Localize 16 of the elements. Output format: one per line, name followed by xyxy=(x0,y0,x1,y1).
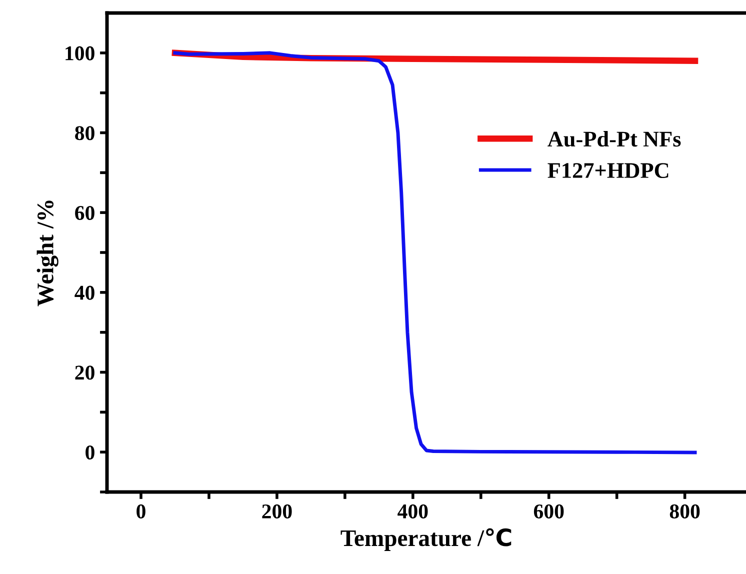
y-tick-label: 20 xyxy=(75,366,94,380)
y-tick-label: 0 xyxy=(86,445,94,460)
x-tick-label: 0 xyxy=(136,504,146,518)
x-tick-label: 200 xyxy=(262,504,292,518)
y-tick-label: 100 xyxy=(66,46,94,60)
y-axis-title: Weight /% xyxy=(36,200,58,306)
x-tick-label: 600 xyxy=(534,504,564,518)
x-axis-title: Temperature /℃ xyxy=(340,528,512,551)
y-tick-label: 80 xyxy=(75,126,94,140)
x-tick-label: 800 xyxy=(670,504,700,518)
line-series xyxy=(173,51,697,454)
legend-label: F127+HDPC xyxy=(548,163,668,178)
y-tick-label: 40 xyxy=(74,286,94,300)
y-tick-label: 60 xyxy=(75,206,94,220)
legend-label: Au-Pd-Pt NFs xyxy=(548,130,681,147)
x-tick-label: 400 xyxy=(398,504,428,518)
